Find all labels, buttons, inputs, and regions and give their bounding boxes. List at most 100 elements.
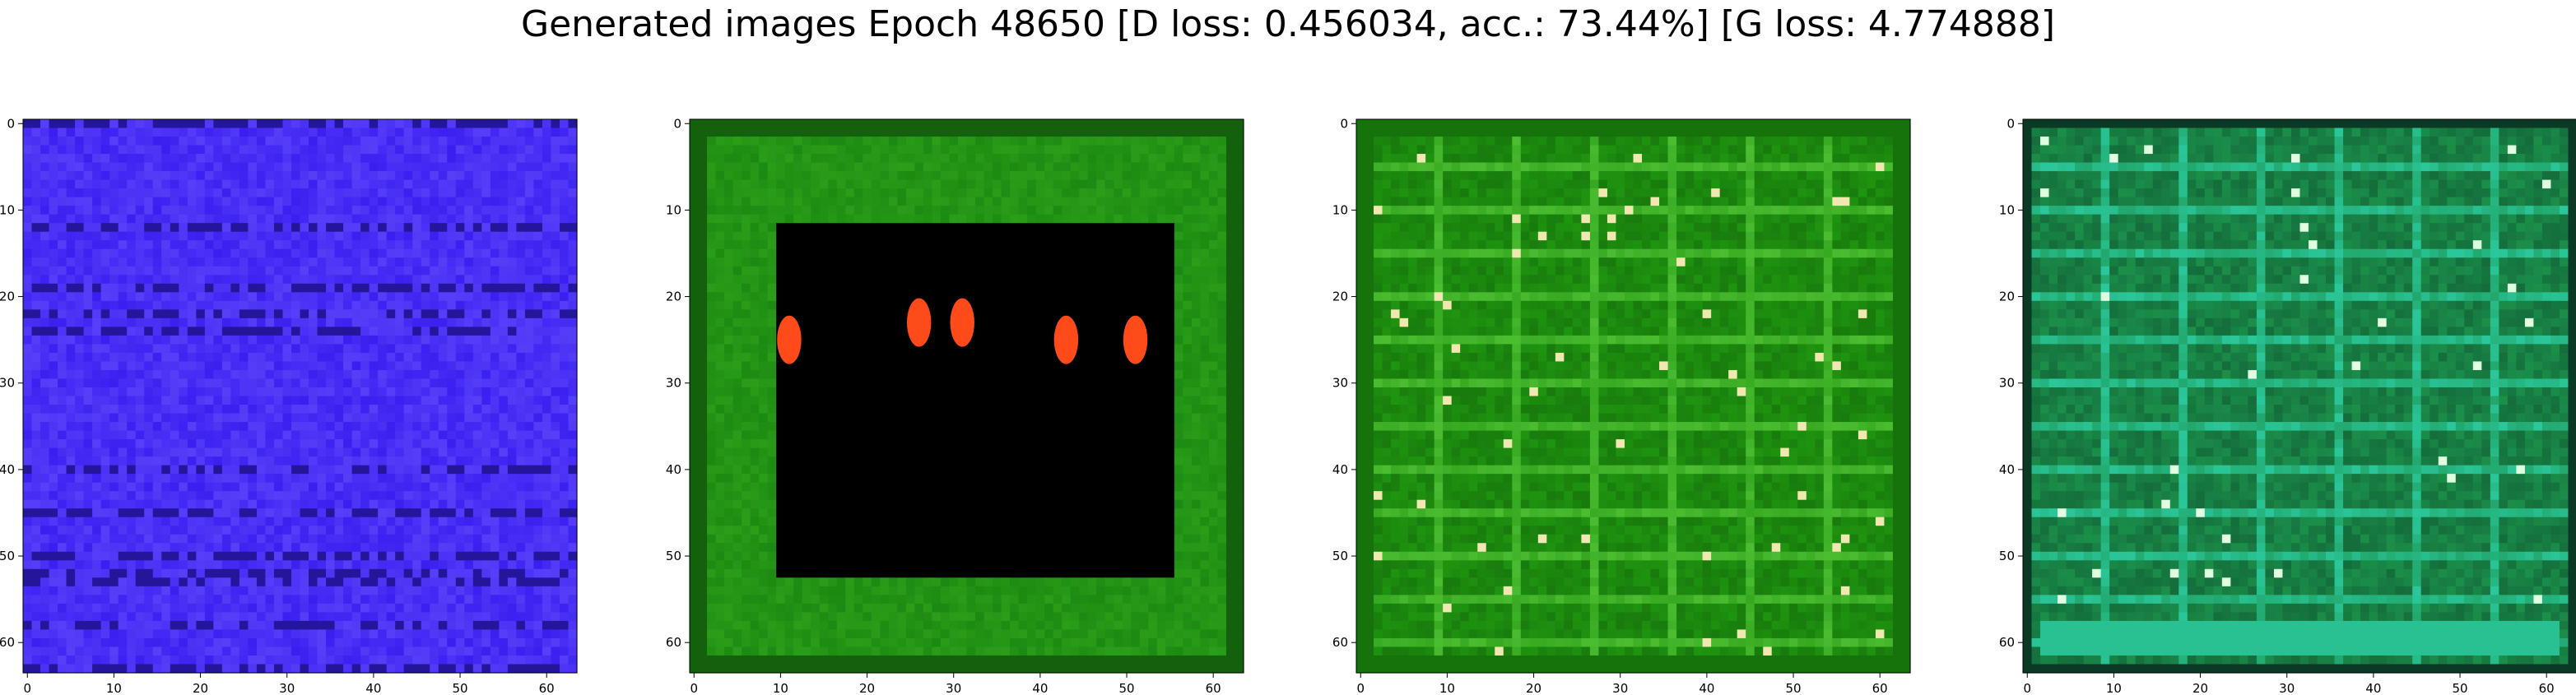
pixel	[161, 396, 171, 405]
pixel	[1062, 119, 1072, 129]
pixel	[213, 188, 223, 198]
pixel	[690, 179, 700, 189]
pixel	[430, 300, 439, 310]
pixel	[170, 327, 179, 336]
pixel	[49, 361, 58, 371]
pixel	[533, 577, 543, 587]
pixel	[273, 534, 284, 544]
pixel	[273, 257, 284, 267]
pixel	[343, 214, 353, 224]
pixel	[1183, 206, 1193, 215]
pixel	[187, 127, 197, 137]
pixel	[265, 361, 275, 371]
pixel	[472, 275, 482, 285]
pixel	[490, 387, 500, 397]
pixel	[360, 206, 370, 215]
pixel	[58, 586, 67, 595]
pixel	[490, 439, 500, 449]
pixel	[291, 361, 301, 371]
pixel	[31, 240, 41, 250]
pixel	[109, 387, 119, 397]
pixel	[204, 344, 214, 354]
pixel	[75, 620, 85, 631]
pixel	[265, 154, 275, 164]
pixel	[957, 188, 968, 198]
pixel	[326, 309, 336, 319]
pixel	[161, 387, 171, 397]
pixel	[187, 612, 197, 622]
pixel	[403, 456, 413, 466]
pixel	[49, 145, 58, 155]
pixel	[932, 214, 942, 224]
pixel	[273, 422, 284, 432]
pixel	[49, 206, 58, 215]
pixel	[490, 361, 500, 371]
pixel	[430, 603, 439, 613]
pixel	[811, 137, 821, 146]
pixel	[309, 231, 319, 241]
pixel	[1114, 127, 1123, 137]
pixel	[369, 534, 379, 544]
pixel	[957, 179, 968, 189]
pixel	[464, 595, 474, 605]
pixel	[265, 620, 275, 631]
pixel	[542, 646, 552, 656]
pixel	[914, 171, 924, 181]
pixel	[516, 309, 526, 319]
pixel	[386, 317, 396, 327]
pixel	[282, 413, 292, 423]
pixel	[100, 317, 110, 327]
pixel	[1044, 137, 1054, 146]
pixel	[256, 482, 267, 492]
pixel	[1174, 206, 1183, 215]
pixel	[888, 119, 898, 129]
pixel	[386, 335, 396, 345]
pixel	[204, 577, 214, 587]
pixel	[395, 482, 405, 492]
pixel	[403, 214, 413, 224]
pixel	[880, 197, 890, 206]
pixel	[499, 664, 509, 674]
pixel	[23, 577, 33, 587]
pixel	[1044, 206, 1054, 215]
pixel	[802, 127, 811, 137]
pixel	[1200, 214, 1210, 224]
pixel	[905, 197, 916, 206]
pixel	[317, 551, 327, 561]
pixel	[421, 439, 430, 449]
pixel	[750, 223, 760, 233]
pixel	[1001, 162, 1011, 172]
pixel	[481, 620, 491, 631]
pixel	[221, 465, 231, 475]
pixel	[75, 405, 85, 415]
pixel	[542, 248, 552, 258]
pixel	[438, 655, 448, 665]
pixel	[23, 586, 33, 595]
pixel	[759, 127, 769, 137]
pixel	[179, 508, 188, 518]
pixel	[92, 292, 102, 302]
pixel	[326, 317, 336, 327]
pixel	[326, 439, 336, 449]
pixel	[334, 309, 344, 319]
pixel	[386, 127, 396, 137]
pixel	[144, 257, 154, 267]
pixel	[533, 119, 543, 129]
pixel	[690, 162, 700, 172]
pixel	[412, 447, 422, 457]
pixel	[690, 206, 700, 215]
y-tick-label: 10	[0, 202, 15, 217]
pixel	[430, 447, 439, 457]
pixel	[83, 637, 93, 648]
pixel	[75, 534, 85, 544]
pixel	[403, 344, 413, 354]
pixel	[273, 655, 284, 665]
pixel	[533, 369, 543, 380]
pixel	[265, 137, 275, 146]
pixel	[40, 439, 50, 449]
pixel	[1191, 145, 1202, 155]
pixel	[92, 543, 102, 553]
pixel	[447, 188, 457, 198]
pixel	[204, 162, 214, 172]
pixel	[343, 137, 353, 146]
